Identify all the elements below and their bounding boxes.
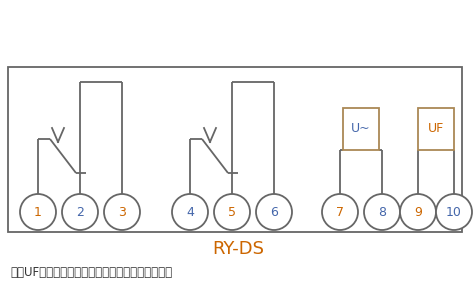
Text: 4: 4 [186, 205, 194, 218]
Text: 1: 1 [34, 205, 42, 218]
Text: 7: 7 [335, 205, 343, 218]
Bar [8, 67, 461, 232]
Circle shape [62, 194, 98, 230]
Circle shape [20, 194, 56, 230]
Text: RY-DS: RY-DS [211, 240, 263, 258]
Bar [417, 108, 453, 150]
Text: 注：UF为继电器辅助电源，使用时必需长期带电。: 注：UF为继电器辅助电源，使用时必需长期带电。 [10, 267, 172, 280]
Text: 3: 3 [118, 205, 126, 218]
Text: U~: U~ [350, 123, 370, 135]
Text: 8: 8 [377, 205, 385, 218]
Circle shape [256, 194, 291, 230]
Circle shape [321, 194, 357, 230]
Text: 10: 10 [445, 205, 461, 218]
Text: 2: 2 [76, 205, 84, 218]
Text: 5: 5 [228, 205, 236, 218]
Text: 9: 9 [413, 205, 421, 218]
Circle shape [363, 194, 399, 230]
Text: 6: 6 [269, 205, 278, 218]
Text: UF: UF [427, 123, 443, 135]
Circle shape [214, 194, 249, 230]
Circle shape [172, 194, 208, 230]
Circle shape [104, 194, 140, 230]
Circle shape [399, 194, 435, 230]
Circle shape [435, 194, 471, 230]
Bar [342, 108, 378, 150]
